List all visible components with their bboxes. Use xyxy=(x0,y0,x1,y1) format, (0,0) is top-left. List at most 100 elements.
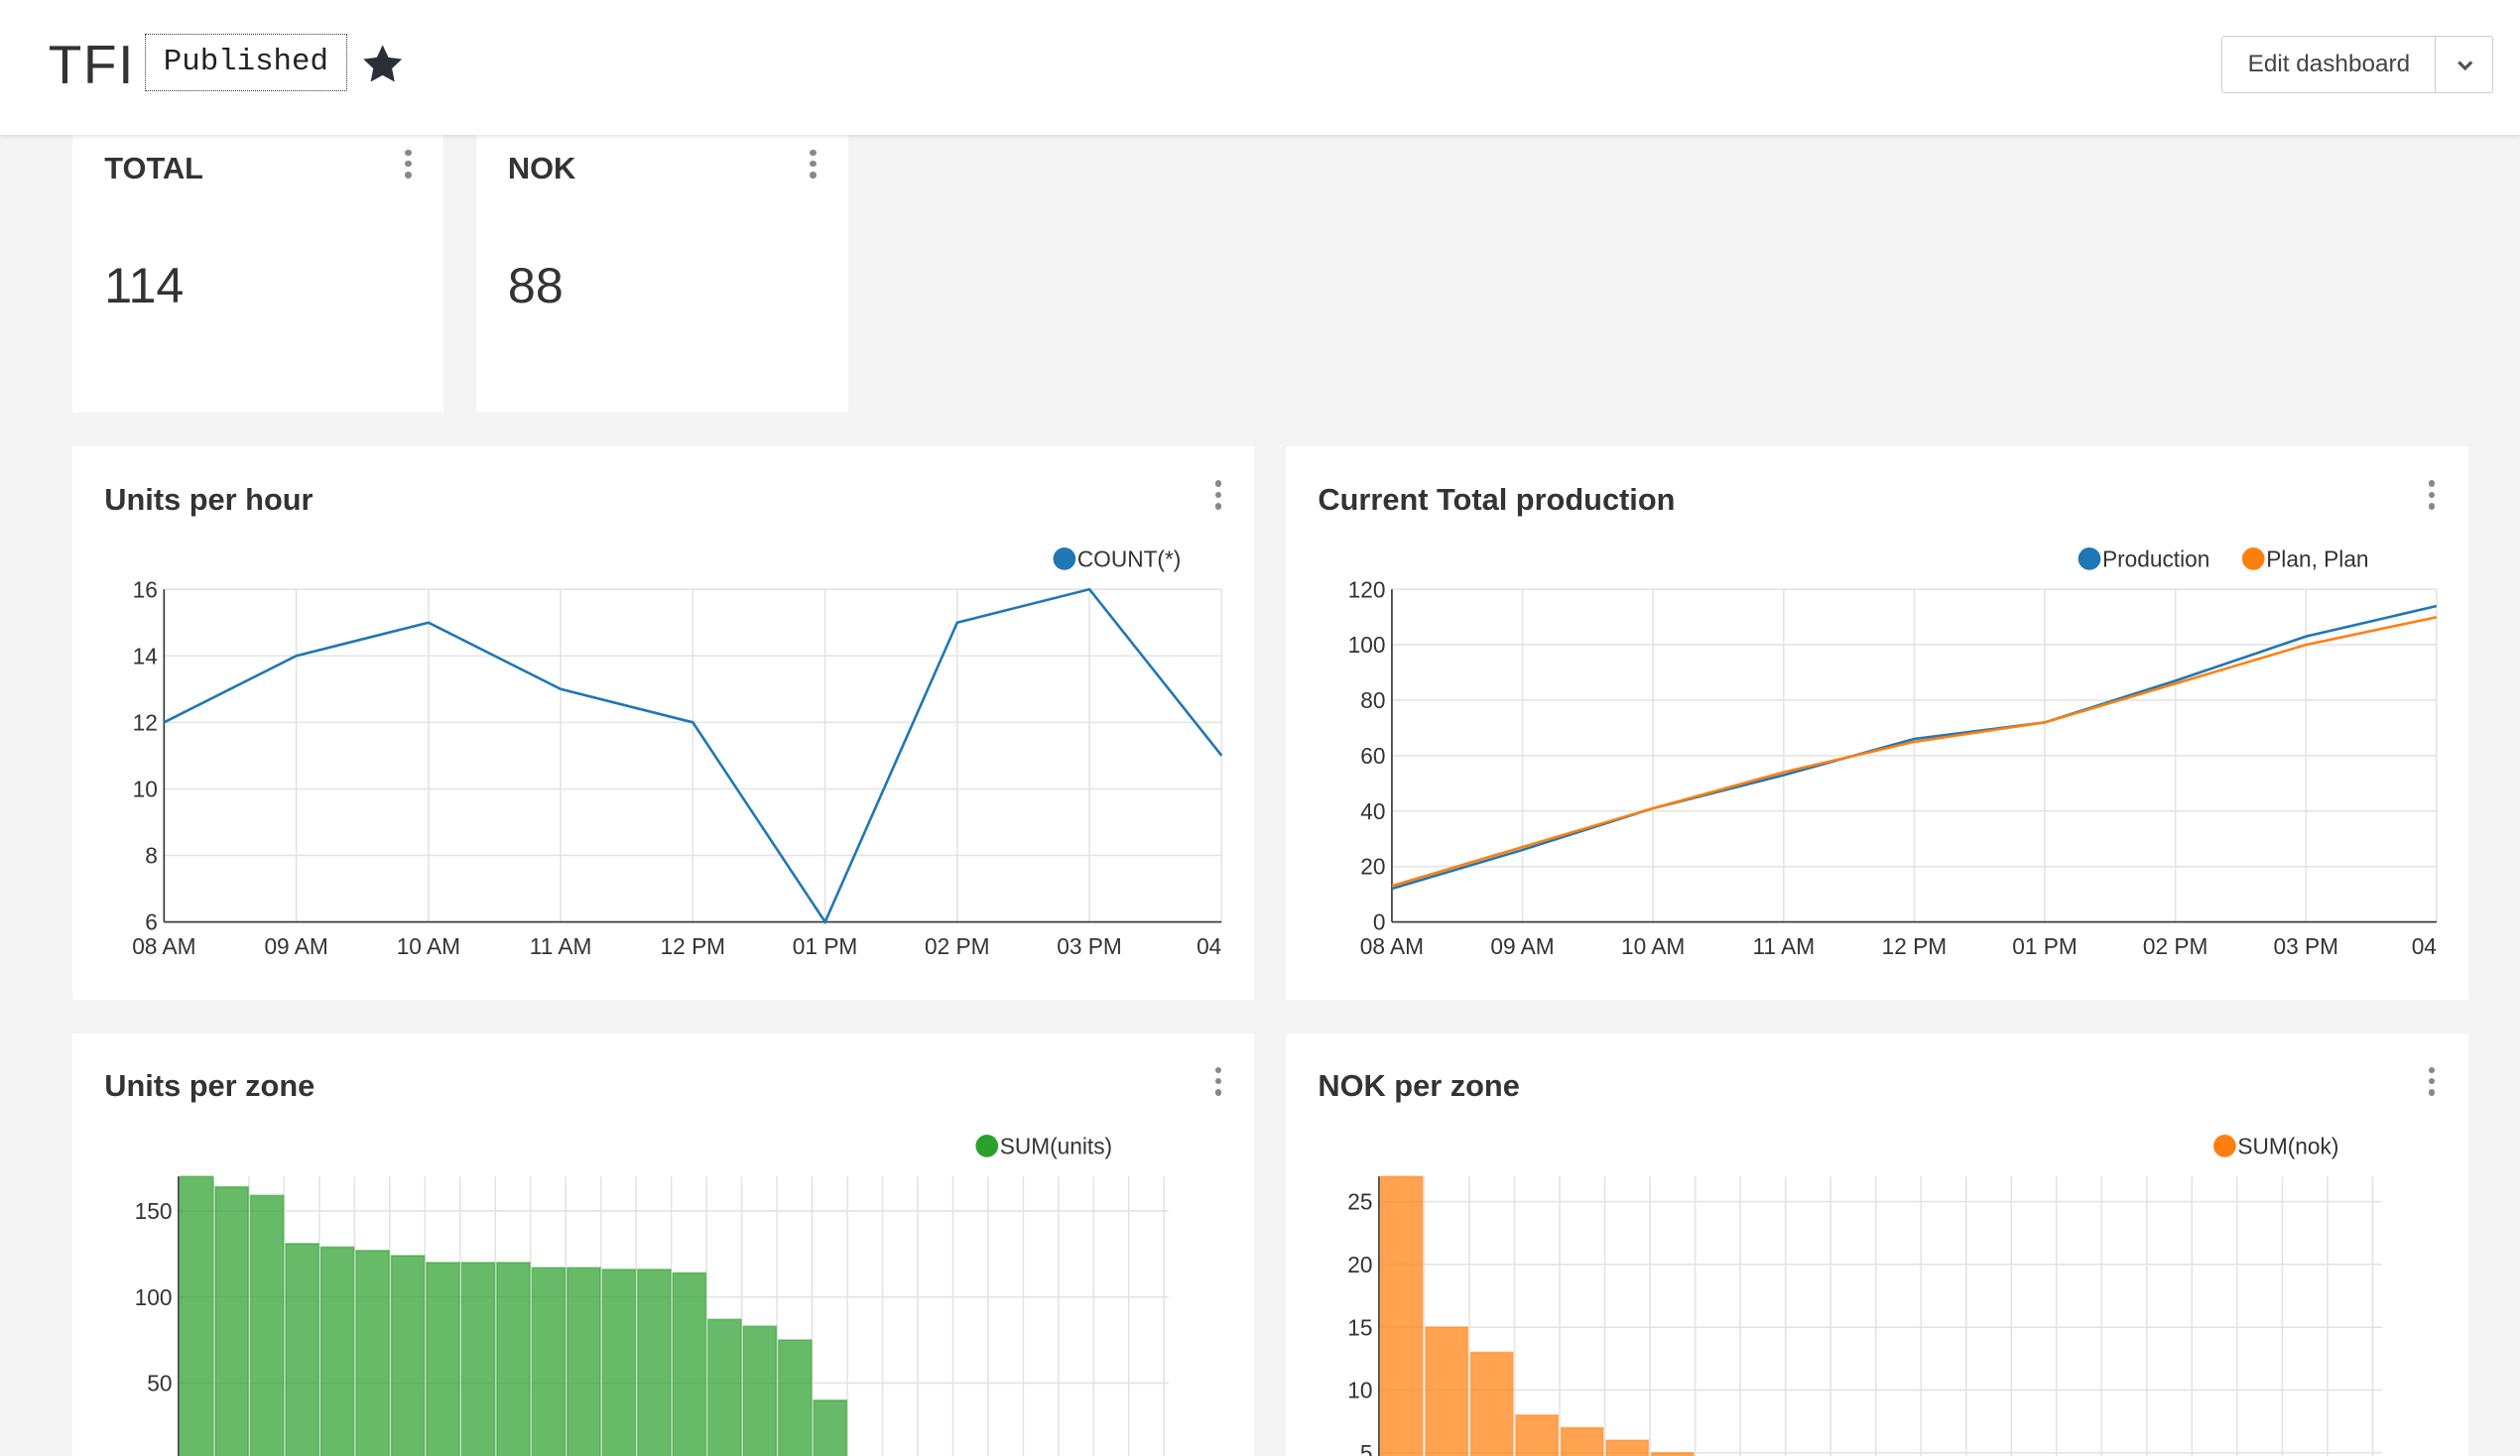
y-tick-label: 10 xyxy=(133,777,158,802)
chart-title: NOK per zone xyxy=(1318,1068,1520,1104)
bar xyxy=(672,1272,707,1456)
bar xyxy=(179,1175,214,1456)
chart-card-units-per-hour: Units per hour 6 8 10 12 14 16 08 AM 09 AM 10 AM… xyxy=(71,446,1254,1000)
y-tick-label: 50 xyxy=(147,1370,172,1395)
x-tick-label: 12 PM xyxy=(1882,933,1948,959)
chart-title: Units per zone xyxy=(104,1068,315,1104)
y-tick-label: 20 xyxy=(1347,1252,1372,1277)
bar xyxy=(531,1267,567,1456)
bar xyxy=(636,1268,672,1456)
y-tick-label: 40 xyxy=(1360,798,1385,824)
bar xyxy=(1379,1175,1424,1456)
bar xyxy=(214,1185,249,1456)
bar xyxy=(1605,1439,1650,1456)
x-tick-label: 03 PM xyxy=(1057,933,1122,959)
bar xyxy=(813,1398,848,1456)
kebab-menu-icon[interactable] xyxy=(397,149,420,185)
bar xyxy=(742,1325,778,1456)
nok-per-zone-chart: 5 10 15 20 25 SUM(nok) xyxy=(1347,1133,2382,1456)
star-icon[interactable] xyxy=(360,42,405,86)
x-tick-label: 11 AM xyxy=(1752,933,1815,959)
legend-swatch xyxy=(2213,1134,2236,1157)
units-per-hour-chart: 6 8 10 12 14 16 08 AM 09 AM 10 AM 11 AM 12 PM 01 PM… xyxy=(132,546,1223,959)
chart-card-nok-per-zone: NOK per zone 5 10 15 20 25 SUM(nok) xyxy=(1286,1032,2469,1456)
units-per-zone-chart: 50 100 150 SUM(units) xyxy=(135,1133,1169,1456)
x-tick-label: 03 PM xyxy=(2274,933,2339,959)
kebab-menu-icon[interactable] xyxy=(802,149,824,185)
x-tick-label: 02 PM xyxy=(925,933,990,959)
bar xyxy=(566,1267,601,1456)
bar xyxy=(495,1261,531,1456)
x-tick-label: 10 AM xyxy=(397,933,460,959)
y-tick-label: 10 xyxy=(1347,1377,1372,1402)
current-total-production-chart: 0 20 40 60 80 100 120 08 AM 09 AM 10 AM 11 AM 12 PM… xyxy=(1348,546,2438,959)
y-tick-label: 12 xyxy=(133,710,158,736)
y-tick-label: 0 xyxy=(1373,910,1386,935)
edit-dropdown-button[interactable] xyxy=(2435,35,2493,93)
y-tick-label: 16 xyxy=(133,577,158,603)
legend-label: SUM(nok) xyxy=(2237,1133,2338,1158)
chart-title: Current Total production xyxy=(1318,481,1676,517)
x-tick-label: 08 AM xyxy=(132,933,195,959)
chart-card-units-per-zone: Units per zone 50 100 150 SUM(units) xyxy=(71,1032,1254,1456)
bar xyxy=(1650,1451,1695,1456)
x-tick-label: 08 AM xyxy=(1360,933,1424,959)
kpi-title: TOTAL xyxy=(104,151,203,186)
bar xyxy=(319,1246,355,1456)
chart-card-current-total-production: Current Total production 0 20 40 60 80 100 120… xyxy=(1286,446,2469,1000)
y-tick-label: 14 xyxy=(133,644,158,669)
legend-swatch xyxy=(2241,547,2265,571)
kpi-value: 88 xyxy=(507,258,564,314)
kpi-title: NOK xyxy=(507,151,576,186)
y-tick-label: 120 xyxy=(1348,577,1386,603)
kpi-card-nok: NOK 88 xyxy=(475,135,849,414)
y-tick-label: 6 xyxy=(145,910,158,935)
chevron-down-icon xyxy=(2457,61,2473,71)
legend-swatch xyxy=(2078,547,2101,571)
top-bar: TFI Published Edit dashboard xyxy=(0,0,2520,136)
kebab-menu-icon[interactable] xyxy=(2421,1066,2444,1103)
bar xyxy=(1560,1426,1604,1456)
status-badge[interactable]: Published xyxy=(144,34,347,92)
bar xyxy=(1515,1413,1560,1456)
x-tick-label: 09 AM xyxy=(1490,933,1554,959)
y-tick-label: 100 xyxy=(135,1283,173,1309)
x-tick-label: 01 PM xyxy=(793,933,858,959)
y-tick-label: 5 xyxy=(1360,1440,1373,1456)
legend-swatch xyxy=(1053,547,1076,571)
bar xyxy=(355,1249,390,1456)
y-tick-label: 15 xyxy=(1347,1314,1372,1340)
bar xyxy=(601,1268,637,1456)
legend-label: SUM(units) xyxy=(1000,1133,1112,1158)
x-tick-label: 02 PM xyxy=(2143,933,2208,959)
legend-label: Production xyxy=(2102,546,2209,572)
kebab-menu-icon[interactable] xyxy=(1207,1066,1230,1103)
bar xyxy=(390,1254,426,1456)
y-tick-label: 100 xyxy=(1348,633,1386,659)
x-tick-label: 11 AM xyxy=(530,933,592,959)
app-logo[interactable]: TFI xyxy=(48,33,136,95)
bar xyxy=(1469,1351,1514,1456)
bar xyxy=(460,1261,496,1456)
x-tick-label: 04 xyxy=(2412,933,2437,959)
kebab-menu-icon[interactable] xyxy=(1207,480,1230,516)
x-tick-label: 10 AM xyxy=(1621,933,1685,959)
series-line xyxy=(1391,616,2438,888)
legend-label: Plan, Plan xyxy=(2266,546,2368,572)
chart-title: Units per hour xyxy=(104,481,314,517)
bar xyxy=(706,1318,742,1456)
kpi-value: 114 xyxy=(104,258,185,314)
y-tick-label: 25 xyxy=(1347,1188,1372,1214)
x-tick-label: 01 PM xyxy=(2012,933,2078,959)
kebab-menu-icon[interactable] xyxy=(2421,480,2444,516)
bar xyxy=(249,1194,285,1456)
bar xyxy=(1425,1326,1469,1456)
bar xyxy=(285,1242,319,1456)
bar xyxy=(777,1338,813,1456)
x-tick-label: 09 AM xyxy=(264,933,327,959)
legend-label: COUNT(*) xyxy=(1077,546,1182,572)
y-tick-label: 8 xyxy=(145,843,158,869)
bar xyxy=(425,1261,460,1456)
edit-dashboard-button[interactable]: Edit dashboard xyxy=(2220,35,2437,93)
kpi-card-total: TOTAL 114 xyxy=(71,135,444,414)
